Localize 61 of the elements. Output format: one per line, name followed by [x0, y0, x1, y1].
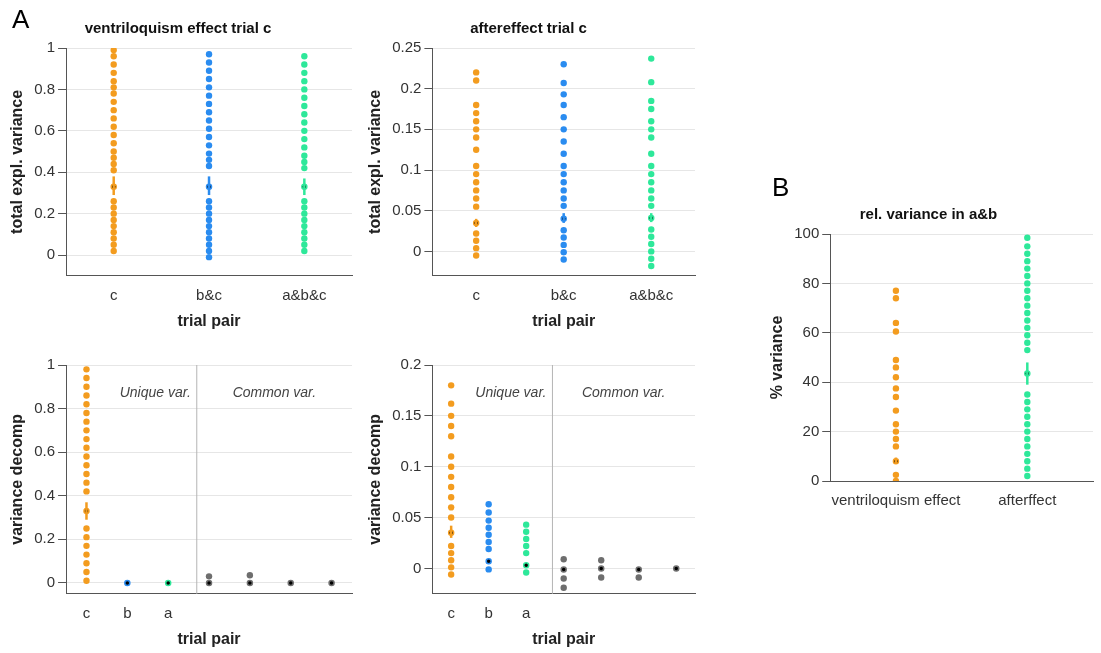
y-tick-label: 0.2: [34, 203, 56, 221]
text: A: [12, 4, 30, 35]
y-tick-label: 0.2: [34, 529, 56, 547]
y-tick-label: 0: [413, 558, 422, 576]
chart-title: aftereffect trial c: [470, 19, 587, 37]
y-tick-label: 20: [802, 421, 820, 439]
y-tick-label: 0.15: [392, 405, 422, 423]
y-tick-label: 1: [46, 38, 56, 56]
x-tick-label: c: [447, 603, 456, 621]
y-tick-label: 0.25: [392, 38, 422, 56]
y-tick-label: 0.2: [400, 78, 422, 96]
x-axis-title: trial pair: [532, 311, 596, 329]
x-tick-label: ventriloquism effect: [831, 491, 962, 509]
x-tick-label: b: [123, 603, 132, 621]
annotation: Unique var.: [475, 383, 547, 400]
x-axis-title: trial pair: [177, 311, 241, 329]
y-tick-label: 0.4: [34, 485, 56, 503]
y-axis-title: variance decomp: [8, 413, 26, 545]
chart-title: rel. variance in a&b: [859, 205, 998, 223]
x-tick-label: a&b&c: [282, 285, 327, 303]
y-tick-label: 0.05: [392, 507, 422, 525]
text: B: [772, 172, 790, 203]
x-tick-label: c: [82, 603, 91, 621]
y-tick-label: 0: [46, 573, 56, 591]
y-axis-title: % variance: [768, 315, 786, 400]
annotation: Common var.: [232, 383, 317, 400]
y-tick-label: 0: [46, 245, 56, 263]
x-tick-label: a&b&c: [629, 285, 674, 303]
annotation: Unique var.: [119, 383, 191, 400]
y-tick-label: 0: [810, 471, 820, 489]
y-tick-label: 0.1: [400, 456, 422, 474]
y-axis-title: total expl. variance: [8, 89, 26, 234]
x-axis-title: trial pair: [532, 629, 596, 647]
y-tick-label: 0.15: [392, 119, 422, 137]
y-tick-label: 0.2: [400, 355, 422, 373]
x-axis-title: trial pair: [177, 629, 241, 647]
chart-title: ventriloquism effect trial c: [84, 19, 272, 37]
x-tick-label: b: [484, 603, 493, 621]
y-tick-label: 100: [794, 224, 820, 242]
x-tick-label: b&c: [550, 285, 578, 303]
y-tick-label: 0.8: [34, 398, 56, 416]
x-tick-label: b&c: [196, 285, 223, 303]
y-tick-label: 0: [413, 241, 422, 259]
y-tick-label: 40: [802, 372, 820, 390]
x-tick-label: c: [109, 285, 118, 303]
x-tick-label: afterffect: [998, 491, 1058, 509]
x-tick-label: a: [522, 603, 532, 621]
y-tick-label: 0.4: [34, 162, 56, 180]
y-tick-label: 1: [46, 355, 56, 373]
y-tick-label: 0.8: [34, 79, 56, 97]
y-tick-label: 60: [802, 322, 820, 340]
y-tick-label: 0.1: [400, 160, 422, 178]
x-tick-label: a: [164, 603, 173, 621]
x-tick-label: c: [472, 285, 481, 303]
y-tick-label: 0.6: [34, 442, 56, 460]
annotation: Common var.: [581, 383, 666, 400]
y-tick-label: 0.05: [392, 200, 422, 218]
y-axis-title: total expl. variance: [366, 89, 384, 234]
y-tick-label: 0.6: [34, 120, 56, 138]
y-tick-label: 80: [802, 273, 820, 291]
y-axis-title: variance decomp: [366, 413, 384, 545]
